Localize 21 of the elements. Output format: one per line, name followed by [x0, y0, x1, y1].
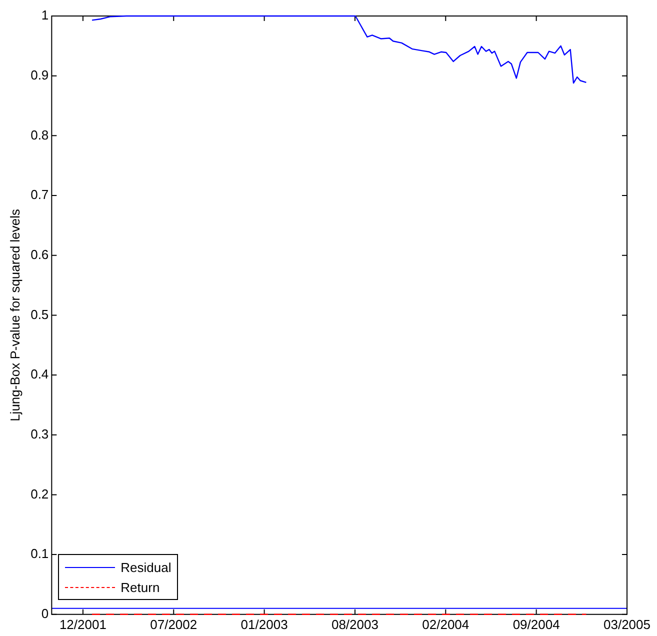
- x-tick-label: 09/2004: [512, 616, 560, 632]
- y-axis-title: Ljung-Box P-value for squared levels: [7, 208, 22, 422]
- y-tick-label: 0.2: [30, 486, 49, 502]
- y-tick-label: 0: [41, 606, 49, 621]
- legend-label: Return: [120, 580, 160, 595]
- x-tick-label: 03/2005: [604, 616, 650, 632]
- x-tick-label: 08/2003: [331, 616, 378, 632]
- x-tick-label: 12/2001: [59, 616, 106, 632]
- x-tick-label: 02/2004: [422, 616, 470, 632]
- y-tick-label: 0.1: [30, 546, 49, 562]
- y-tick-label: 0.4: [30, 366, 49, 382]
- legend-label: Residual: [120, 560, 172, 575]
- x-tick-label: 07/2002: [150, 616, 198, 632]
- y-tick-label: 0.6: [30, 246, 49, 262]
- y-tick-label: 0.5: [30, 306, 49, 322]
- y-tick-label: 0.3: [30, 426, 49, 442]
- y-tick-label: 0.7: [30, 187, 49, 202]
- y-tick-label: 0.8: [30, 127, 49, 142]
- x-tick-label: 01/2003: [240, 616, 288, 632]
- y-tick-label: 1: [41, 8, 49, 23]
- y-tick-label: 0.9: [30, 67, 49, 82]
